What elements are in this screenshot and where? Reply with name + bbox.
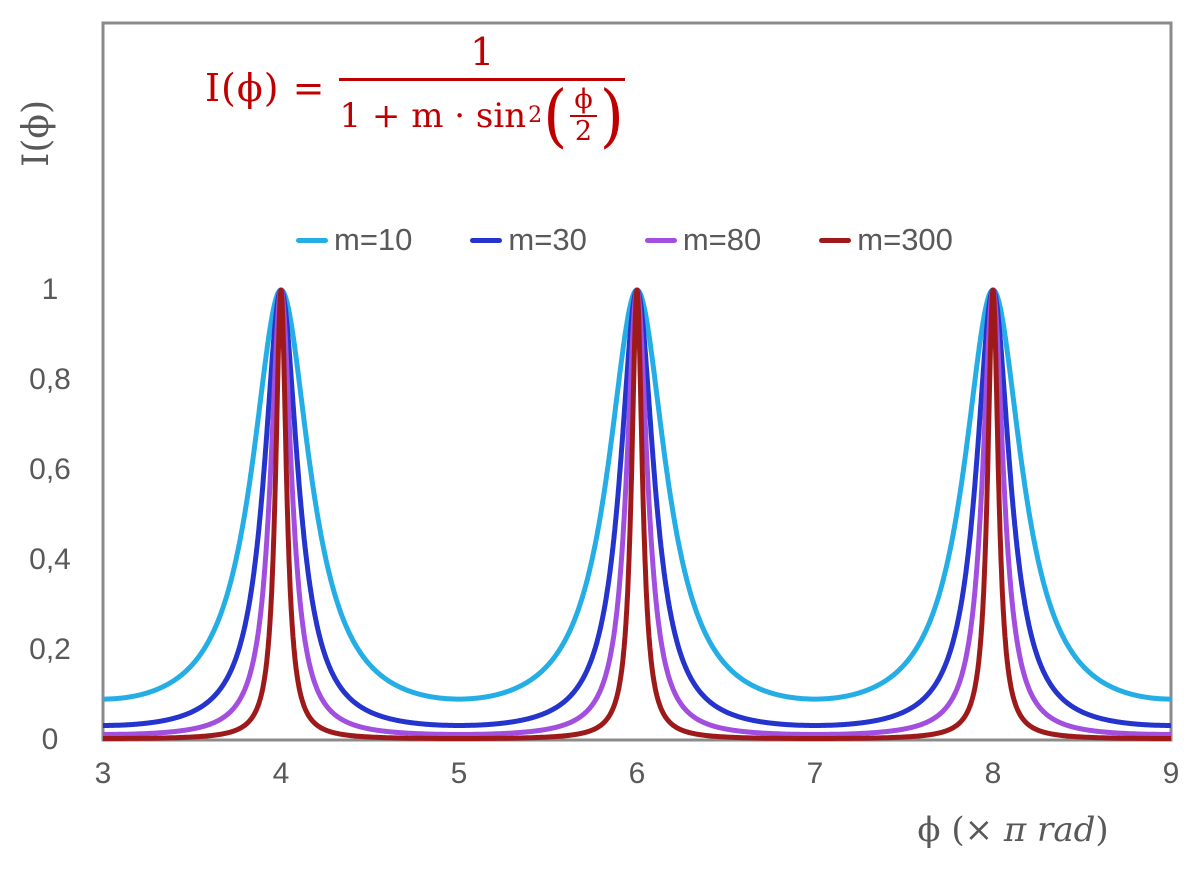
legend-swatch [819,237,852,243]
legend-label: m=10 [334,222,413,257]
formula-lhs: I(ϕ) = [205,66,326,111]
y-tick-label: 0,2 [29,633,71,666]
x-tick-label: 3 [94,757,112,790]
x-tick-label: 8 [984,757,1002,790]
inner-denominator: 2 [574,116,593,148]
legend-label: m=30 [508,222,587,257]
legend-item-m=30: m=30 [470,222,587,258]
x-axis-title-italic: π rad [1003,810,1096,850]
formula-inner-fraction: ϕ 2 [570,85,597,148]
formula-denominator: 1 + m · sin 2 ( ϕ 2 ) [339,75,624,156]
legend-item-m=10: m=10 [296,222,412,258]
x-axis-title: ϕ (× π rad) [858,810,1168,850]
legend-swatch [644,237,677,243]
x-tick-label: 9 [1162,757,1180,790]
curve-m=300 [100,287,1174,741]
y-axis-title: I(ϕ) [16,100,57,167]
close-paren: ) [599,75,624,156]
y-tick-label: 0,6 [29,453,71,486]
x-tick-label: 7 [806,757,824,790]
x-axis-title-post: ) [1095,810,1109,850]
x-tick-label: 6 [628,757,646,790]
curves-group [100,287,1174,741]
x-tick-label: 5 [450,757,468,790]
x-axis-title-pre: ϕ (× [917,810,1004,850]
legend-swatch [470,237,503,243]
legend-label: m=80 [682,222,762,257]
formula-fraction: 1 1 + m · sin 2 ( ϕ 2 ) [339,30,625,156]
plot-border [101,21,1173,742]
formula-annotation: I(ϕ) = 1 1 + m · sin 2 ( ϕ 2 ) [205,30,625,156]
x-tick-label: 4 [272,757,290,790]
y-tick-label: 0,4 [29,543,71,576]
open-paren: ( [543,75,568,156]
legend-swatch [296,237,328,243]
formula-denominator-text: 1 + m · sin [339,96,527,137]
y-tick-label: 1 [41,273,59,306]
inner-numerator: ϕ [570,85,597,118]
y-tick-label: 0 [41,723,59,756]
curve-m=80 [100,287,1174,737]
legend-label: m=300 [857,222,953,257]
legend: m=10 m=30 m=80 m=300 [296,222,953,258]
legend-item-m=80: m=80 [644,222,762,258]
legend-item-m=300: m=300 [819,222,953,258]
curve-m=30 [100,287,1174,728]
formula-numerator: 1 [339,30,625,81]
y-tick-label: 0,8 [29,363,71,396]
